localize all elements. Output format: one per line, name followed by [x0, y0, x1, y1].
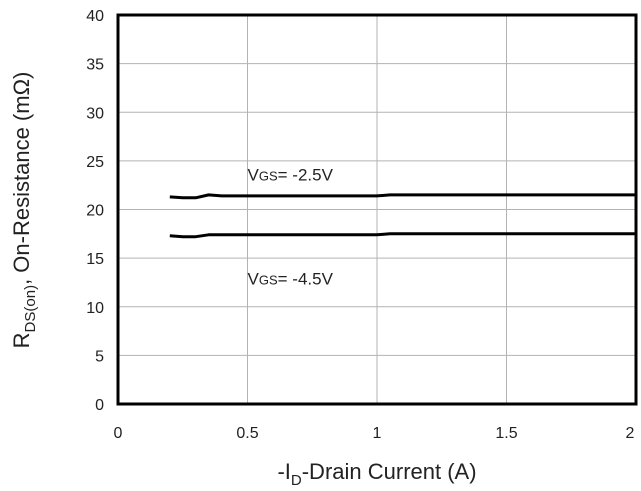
- y-tick-label: 0: [95, 397, 104, 414]
- x-tick-label: 1: [373, 425, 382, 442]
- annotation-2: VGS= -4.5V: [248, 269, 334, 288]
- y-axis-title-subscript: DS(on): [22, 285, 39, 333]
- x-tick-label: 2: [626, 425, 635, 442]
- x-axis-title-prefix: -I: [277, 459, 290, 484]
- annotation-subscript: GS: [259, 168, 278, 183]
- x-axis-title-subscript: D: [291, 472, 302, 489]
- y-tick-label: 25: [86, 154, 104, 171]
- annotation-prefix: V: [248, 165, 260, 184]
- y-tick-label: 30: [86, 105, 104, 122]
- series-group: [169, 193, 636, 239]
- y-tick-label: 15: [86, 251, 104, 268]
- y-tick-label: 35: [86, 57, 104, 74]
- y-axis-title: RDS(on), On-Resistance (mΩ): [9, 72, 39, 349]
- annotation-subscript: GS: [259, 272, 278, 287]
- annotation-1: VGS= -2.5V: [248, 165, 334, 184]
- x-tick-label: 0.5: [236, 425, 258, 442]
- y-axis-title-prefix: R: [9, 332, 34, 348]
- annotation-suffix: = -2.5V: [278, 165, 334, 184]
- y-axis-title-suffix: , On-Resistance (mΩ): [9, 72, 34, 285]
- grid: [118, 15, 636, 404]
- x-axis-ticks: 0 0.5 1 1.5 2: [114, 425, 635, 442]
- y-tick-label: 20: [86, 203, 104, 220]
- x-tick-label: 0: [114, 425, 123, 442]
- x-axis-title-suffix: -Drain Current (A): [302, 459, 477, 484]
- x-tick-label: 1.5: [495, 425, 517, 442]
- series-line-1: [169, 193, 636, 200]
- annotation-suffix: = -4.5V: [278, 269, 334, 288]
- y-axis-ticks: 0 5 10 15 20 25 30 35 40: [86, 8, 104, 414]
- x-axis-title: -ID-Drain Current (A): [277, 459, 476, 489]
- plot-area-frame: [116, 13, 638, 406]
- series-line-2: [169, 232, 636, 239]
- y-tick-label: 40: [86, 8, 104, 25]
- y-tick-label: 10: [86, 300, 104, 317]
- annotation-prefix: V: [248, 269, 260, 288]
- y-tick-label: 5: [95, 348, 104, 365]
